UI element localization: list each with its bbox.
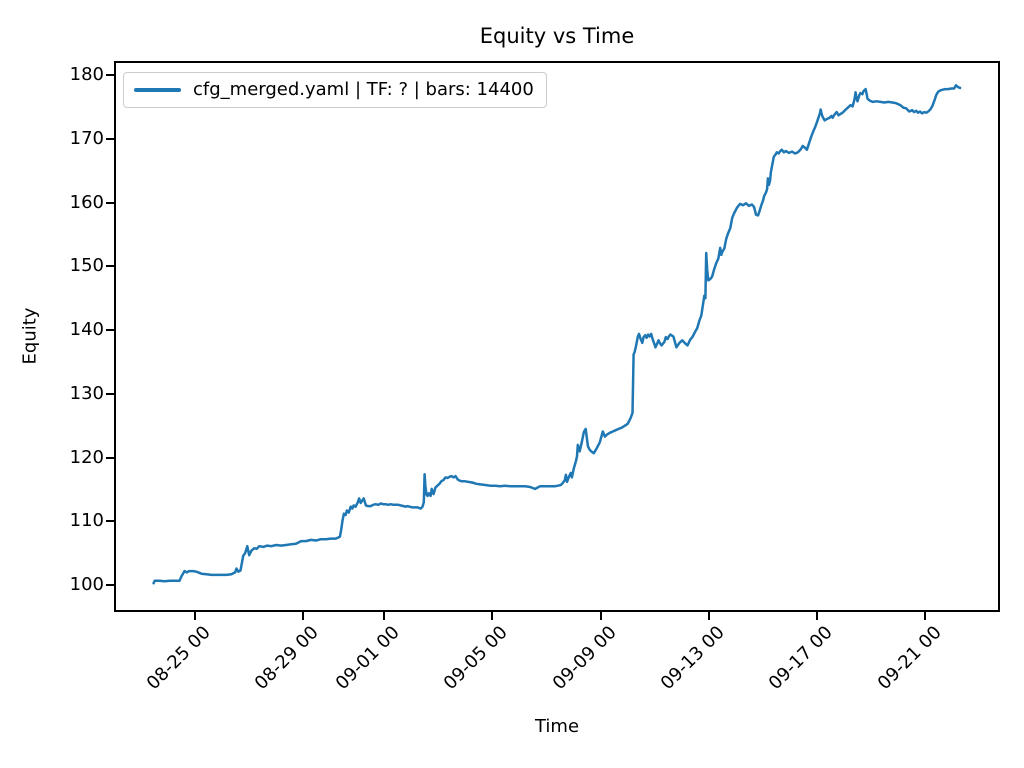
x-tick-label: 08-29 00 [250, 622, 323, 695]
legend-label: cfg_merged.yaml | TF: ? | bars: 14400 [193, 79, 534, 100]
legend: cfg_merged.yaml | TF: ? | bars: 14400 [123, 72, 547, 108]
y-tick-mark [106, 137, 114, 140]
plot-area: cfg_merged.yaml | TF: ? | bars: 14400 [114, 61, 1000, 612]
x-tick-mark [599, 612, 602, 620]
y-tick-label: 170 [69, 127, 104, 149]
y-tick-mark [106, 74, 114, 77]
x-tick-mark [816, 612, 819, 620]
y-tick-label: 150 [69, 255, 104, 277]
y-tick-mark [106, 520, 114, 523]
legend-line-sample [134, 87, 181, 92]
equity-curve [152, 84, 962, 585]
equity-line-chart [152, 84, 962, 585]
x-tick-mark [383, 612, 385, 620]
y-tick-label: 180 [69, 64, 104, 86]
x-tick-mark [707, 612, 710, 620]
chart-title: Equity vs Time [479, 24, 635, 48]
x-axis-label: Time [534, 716, 580, 737]
y-tick-mark [106, 265, 114, 268]
y-tick-mark [106, 392, 114, 395]
x-tick-label: 09-05 00 [440, 622, 513, 695]
x-tick-mark [301, 612, 304, 620]
y-tick-mark [106, 201, 114, 204]
x-tick-mark [924, 612, 927, 620]
x-tick-mark [491, 612, 494, 620]
x-tick-label: 09-21 00 [873, 622, 946, 695]
x-tick-label: 09-13 00 [656, 622, 729, 695]
x-tick-label: 09-17 00 [764, 622, 838, 695]
x-tick-label: 09-01 00 [331, 622, 404, 695]
y-tick-label: 110 [69, 510, 104, 532]
y-tick-mark [106, 584, 114, 587]
y-tick-label: 120 [69, 446, 104, 468]
y-tick-label: 130 [69, 382, 104, 404]
x-tick-label: 08-25 00 [142, 622, 215, 695]
y-tick-mark [106, 329, 114, 332]
y-tick-label: 100 [69, 574, 104, 596]
y-tick-label: 140 [69, 319, 104, 341]
y-tick-label: 160 [69, 191, 104, 213]
x-tick-mark [193, 612, 196, 620]
y-tick-mark [106, 456, 114, 459]
x-tick-label: 09-09 00 [548, 622, 621, 695]
